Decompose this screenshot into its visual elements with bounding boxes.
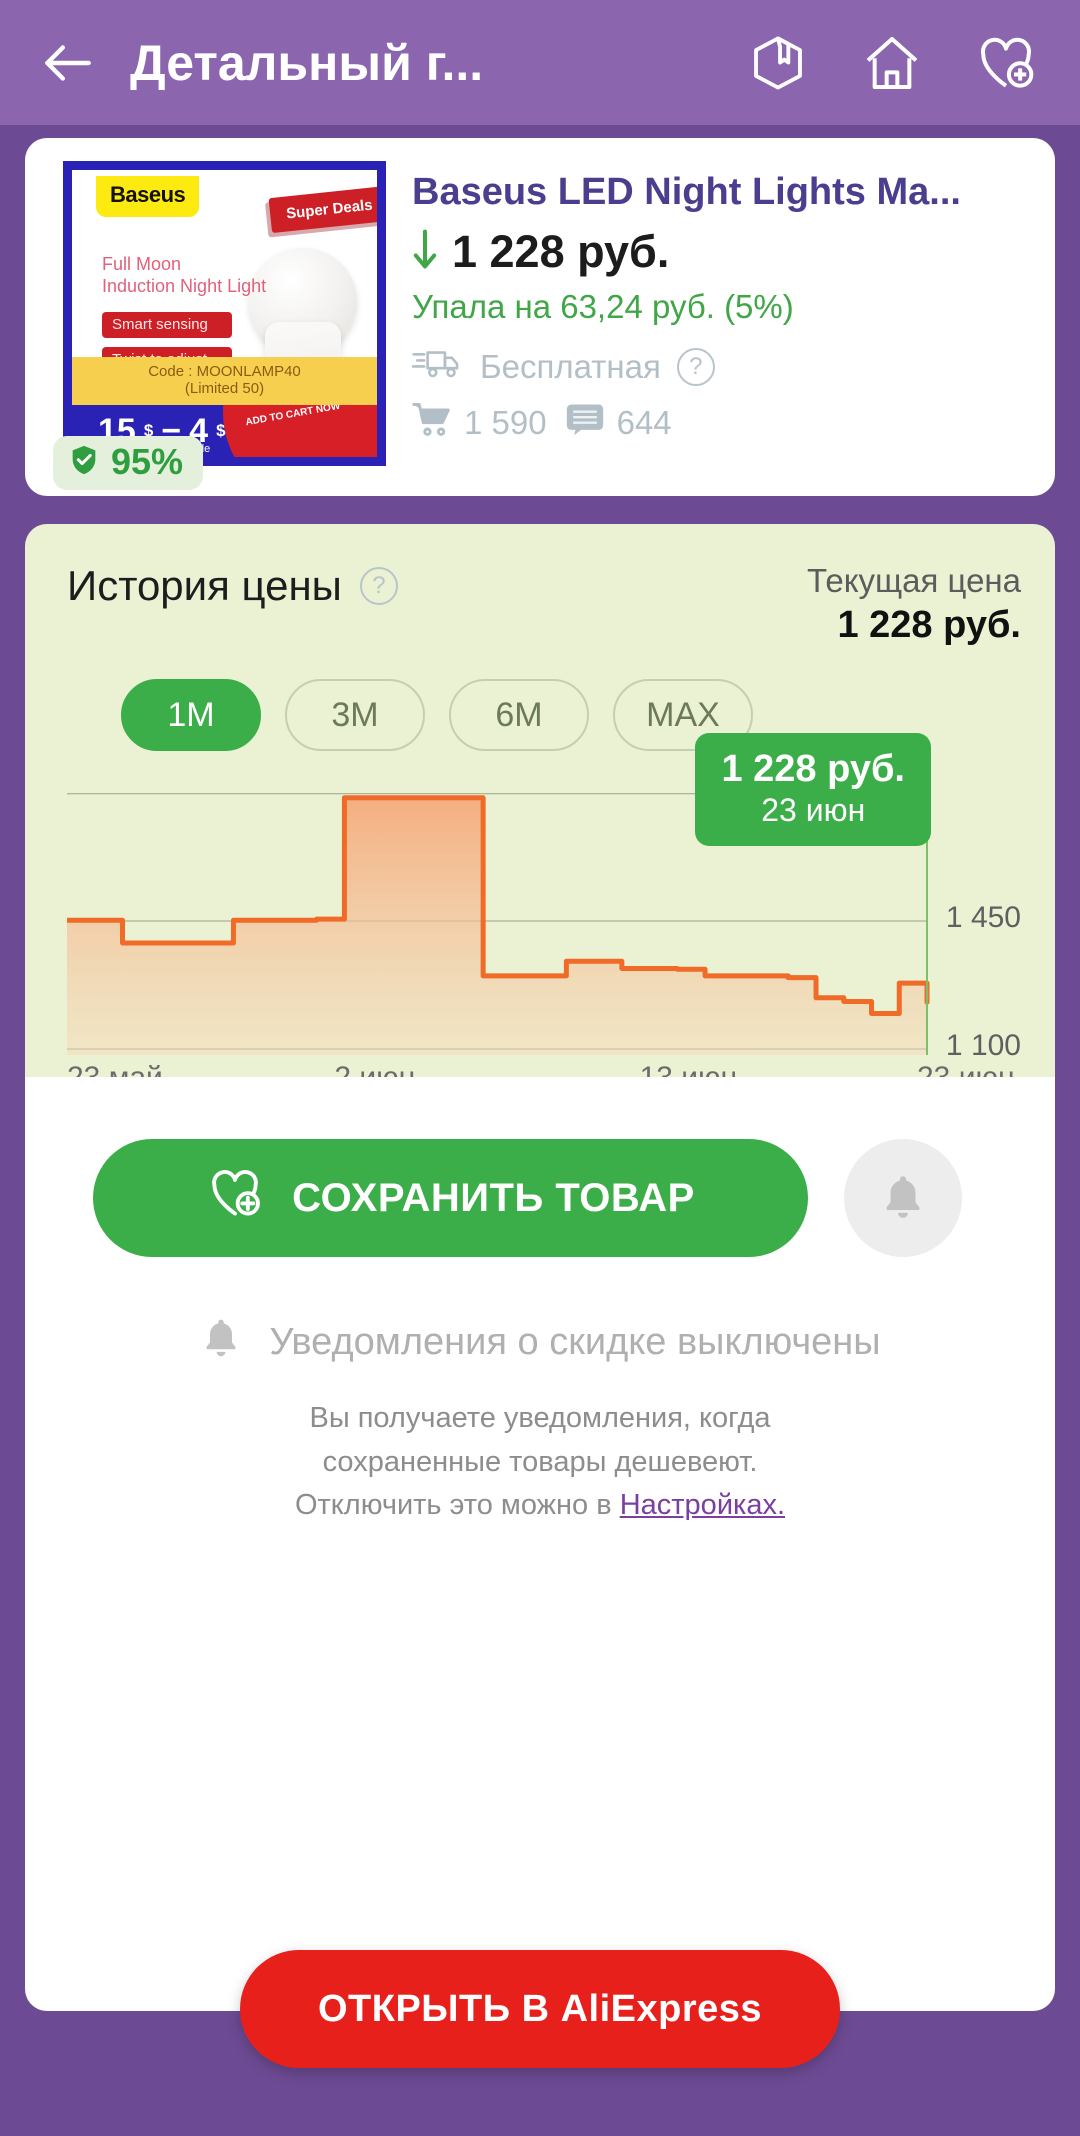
promo-discount-currency: $ <box>216 421 226 440</box>
thumbnail-heading: Full Moon Induction Night Light <box>102 254 266 298</box>
product-title[interactable]: Baseus LED Night Lights Ma... <box>412 171 961 213</box>
shipping-label: Бесплатная <box>480 348 661 385</box>
app-header: Детальный г... <box>0 0 1080 125</box>
tab-3m[interactable]: 3M <box>285 679 425 751</box>
feature-pill: Smart sensing <box>102 312 232 338</box>
current-price-block: Текущая цена 1 228 руб. <box>807 562 1021 647</box>
price-history-title: История цены <box>67 562 342 609</box>
promo-base-currency: $ <box>143 421 154 440</box>
reviews-group: 644 <box>565 402 672 444</box>
tooltip-value: 1 228 руб. <box>721 748 905 790</box>
thumbnail-heading-line1: Full Moon <box>102 254 182 274</box>
product-thumbnail-wrap[interactable]: Baseus Super Deals Full Moon Induction N… <box>53 161 386 490</box>
notification-status-label: Уведомления о скидке выключены <box>269 1320 881 1363</box>
notification-description: Вы получаете уведомления, когда сохранен… <box>25 1397 1055 1528</box>
tab-max[interactable]: MAX <box>613 679 753 751</box>
notification-desc-prefix: Отключить это можно в <box>294 1489 620 1521</box>
product-price-row: 1 228 руб. <box>412 226 1027 278</box>
header-actions <box>744 29 1040 97</box>
cart-icon <box>412 400 452 446</box>
notification-toggle-button[interactable] <box>844 1139 962 1257</box>
bell-icon <box>199 1315 243 1369</box>
product-price-drop: Упала на 63,24 руб. (5%) <box>412 288 794 325</box>
price-history-panel: История цены ? Текущая цена 1 228 руб. 1… <box>25 524 1055 1170</box>
current-price-value: 1 228 руб. <box>837 604 1021 646</box>
notification-desc-line2: сохраненные товары дешевеют. <box>322 1445 758 1478</box>
save-product-button[interactable]: СОХРАНИТЬ ТОВАР <box>93 1139 808 1257</box>
reviews-count: 644 <box>616 404 672 441</box>
bell-icon <box>878 1171 928 1226</box>
promo-code-line2: (Limited 50) <box>184 380 265 397</box>
orders-count: 1 590 <box>464 404 547 441</box>
chart-line <box>64 795 930 1017</box>
shield-check-icon <box>67 443 101 482</box>
thumbnail-canvas: Baseus Super Deals Full Moon Induction N… <box>72 170 377 457</box>
notification-status-row: Уведомления о скидке выключены <box>25 1315 1055 1369</box>
back-icon[interactable] <box>34 29 102 97</box>
orders-group: 1 590 <box>412 400 547 446</box>
settings-link[interactable]: Настройках. <box>619 1489 786 1521</box>
reviews-icon <box>565 402 605 444</box>
chart-tooltip: 1 228 руб. 23 июн <box>695 733 931 846</box>
product-thumbnail[interactable]: Baseus Super Deals Full Moon Induction N… <box>63 161 386 466</box>
open-in-aliexpress-button[interactable]: ОТКРЫТЬ В AliExpress <box>240 1950 840 2068</box>
status-badge: 95% <box>53 436 204 490</box>
notification-desc-line1: Вы получаете уведомления, когда <box>309 1402 771 1434</box>
chart-y-tick: 1 450 <box>945 901 1021 934</box>
tab-6m[interactable]: 6M <box>449 679 589 751</box>
product-shipping-row: Бесплатная ? <box>411 344 1027 390</box>
promo-final-circle: 6/21 0:00 PST 11 $ 91 ADD TO CART NOW <box>223 405 377 457</box>
tooltip-date: 23 июн <box>761 791 866 828</box>
product-price: 1 228 руб. <box>452 226 670 277</box>
super-deals-ribbon: Super Deals <box>268 185 377 234</box>
product-card[interactable]: Baseus Super Deals Full Moon Induction N… <box>25 138 1055 496</box>
tab-1m[interactable]: 1M <box>121 679 261 751</box>
save-product-label: СОХРАНИТЬ ТОВАР <box>292 1175 695 1220</box>
rating-percent: 95% <box>111 441 184 482</box>
price-history-title-group: История цены ? <box>67 562 398 610</box>
primary-action-row: СОХРАНИТЬ ТОВАР <box>25 1077 1055 1257</box>
current-price-label: Текущая цена <box>807 562 1021 599</box>
page-title: Детальный г... <box>130 34 484 91</box>
actions-panel: СОХРАНИТЬ ТОВАР Уведомления о скидке вык… <box>25 1077 1055 2011</box>
chart-area-fill <box>67 797 927 1055</box>
notification-desc-line3: Отключить это можно в Настройках. <box>25 1484 1055 1528</box>
price-history-header: История цены ? Текущая цена 1 228 руб. <box>25 524 1055 647</box>
promo-code-line1: Code : MOONLAMP40 <box>148 363 301 381</box>
home-icon[interactable] <box>858 29 926 97</box>
shipping-help-icon[interactable]: ? <box>676 348 715 386</box>
truck-icon <box>411 344 464 390</box>
range-tabs: 1M 3M 6M MAX <box>25 647 1055 751</box>
thumbnail-heading-line2: Induction Night Light <box>102 275 267 296</box>
heart-plus-icon <box>206 1164 264 1232</box>
product-info: Baseus LED Night Lights Ma... 1 228 руб.… <box>386 138 1055 496</box>
heart-plus-icon[interactable] <box>972 29 1040 97</box>
box-icon[interactable] <box>744 29 812 97</box>
brand-badge: Baseus <box>96 176 200 217</box>
price-down-arrow-icon <box>412 228 438 277</box>
product-stats-row: 1 590 644 <box>412 400 1027 446</box>
price-history-help-icon[interactable]: ? <box>359 567 398 605</box>
promo-code-banner: Code : MOONLAMP40 (Limited 50) <box>72 357 377 405</box>
chart-y-tick: 1 100 <box>945 1029 1021 1062</box>
